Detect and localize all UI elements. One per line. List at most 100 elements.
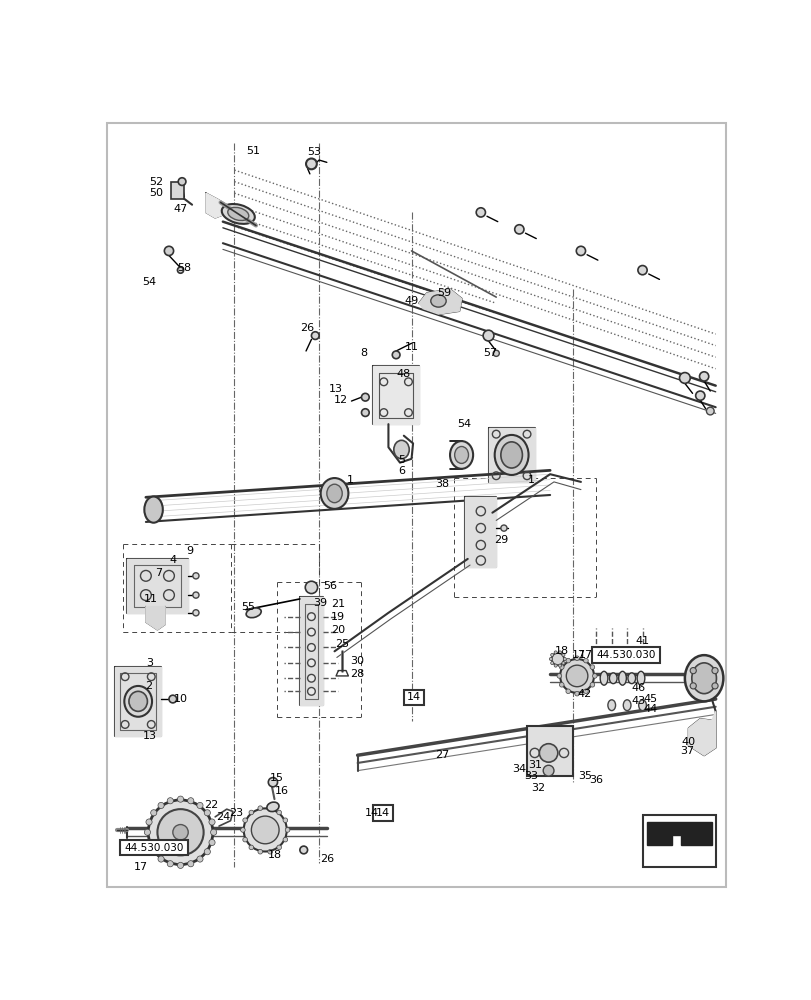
Text: 17: 17 (577, 650, 592, 660)
Text: 51: 51 (247, 146, 260, 156)
Text: 44: 44 (642, 704, 657, 714)
Text: 2: 2 (144, 681, 152, 691)
Ellipse shape (711, 683, 717, 689)
Ellipse shape (124, 686, 152, 717)
Bar (592, 647, 659, 663)
Text: 52: 52 (148, 177, 163, 187)
Polygon shape (206, 193, 226, 218)
Ellipse shape (307, 687, 315, 695)
Ellipse shape (192, 610, 199, 616)
Ellipse shape (249, 810, 253, 815)
Text: 29: 29 (494, 535, 508, 545)
Ellipse shape (393, 440, 409, 459)
Text: 45: 45 (642, 694, 656, 704)
Bar (526, 726, 573, 776)
Ellipse shape (483, 330, 493, 341)
Ellipse shape (637, 266, 646, 275)
Ellipse shape (268, 849, 272, 854)
Ellipse shape (691, 663, 715, 694)
Text: 50: 50 (148, 188, 163, 198)
Ellipse shape (583, 658, 587, 663)
Ellipse shape (320, 478, 348, 509)
Ellipse shape (204, 810, 210, 816)
Ellipse shape (221, 204, 255, 224)
Text: 9: 9 (186, 546, 193, 556)
Text: 55: 55 (241, 602, 255, 612)
Text: 11: 11 (144, 594, 158, 604)
Ellipse shape (638, 700, 646, 711)
Ellipse shape (609, 673, 616, 684)
Text: 24: 24 (216, 812, 230, 822)
Ellipse shape (454, 446, 468, 463)
Text: 32: 32 (531, 783, 545, 793)
Text: 17: 17 (133, 862, 148, 872)
Ellipse shape (307, 644, 315, 651)
Ellipse shape (246, 608, 261, 618)
Text: 26: 26 (320, 854, 333, 864)
Ellipse shape (240, 828, 245, 832)
Ellipse shape (565, 658, 570, 663)
Text: 13: 13 (143, 731, 157, 741)
Ellipse shape (561, 653, 564, 656)
Ellipse shape (197, 856, 203, 862)
Ellipse shape (553, 664, 556, 667)
Ellipse shape (285, 828, 290, 832)
Ellipse shape (307, 659, 315, 667)
Text: 39: 39 (313, 598, 328, 608)
Ellipse shape (144, 497, 163, 523)
Ellipse shape (167, 798, 174, 804)
Text: 6: 6 (397, 466, 405, 476)
Ellipse shape (148, 800, 212, 865)
Polygon shape (418, 289, 461, 314)
Ellipse shape (197, 802, 203, 809)
Text: 4: 4 (169, 555, 176, 565)
Text: 37: 37 (680, 746, 693, 756)
Ellipse shape (299, 846, 307, 854)
Ellipse shape (146, 819, 152, 825)
Ellipse shape (706, 407, 713, 415)
Bar (403, 690, 423, 705)
Ellipse shape (551, 653, 564, 665)
Ellipse shape (618, 671, 625, 685)
Ellipse shape (283, 837, 287, 842)
Ellipse shape (689, 683, 696, 689)
Ellipse shape (698, 372, 708, 381)
Bar (171, 182, 183, 199)
Polygon shape (127, 559, 188, 613)
Ellipse shape (514, 225, 523, 234)
Ellipse shape (307, 628, 315, 636)
Ellipse shape (208, 839, 215, 846)
Ellipse shape (565, 689, 570, 694)
Ellipse shape (208, 819, 215, 825)
Text: 46: 46 (631, 683, 645, 693)
Ellipse shape (268, 806, 272, 810)
Text: 28: 28 (350, 669, 364, 679)
Ellipse shape (227, 207, 248, 221)
Ellipse shape (129, 691, 148, 711)
Ellipse shape (695, 391, 704, 400)
Ellipse shape (623, 700, 630, 711)
Ellipse shape (574, 691, 579, 696)
Text: 31: 31 (527, 760, 541, 770)
Ellipse shape (679, 373, 689, 383)
Ellipse shape (151, 810, 157, 816)
Ellipse shape (553, 651, 556, 654)
Ellipse shape (187, 861, 194, 867)
Text: 38: 38 (435, 479, 448, 489)
Text: 1: 1 (526, 475, 534, 485)
Ellipse shape (684, 655, 723, 701)
Ellipse shape (283, 818, 287, 823)
Ellipse shape (539, 744, 557, 762)
Ellipse shape (627, 673, 635, 684)
Text: 59: 59 (437, 288, 451, 298)
Ellipse shape (576, 246, 585, 256)
Text: 53: 53 (307, 147, 320, 157)
Text: 11: 11 (404, 342, 418, 352)
Text: 3: 3 (146, 658, 153, 668)
Text: 19: 19 (331, 612, 345, 622)
Text: 57: 57 (483, 348, 496, 358)
Polygon shape (146, 607, 165, 630)
Ellipse shape (559, 682, 564, 687)
Ellipse shape (592, 674, 596, 678)
Text: 26: 26 (300, 323, 314, 333)
